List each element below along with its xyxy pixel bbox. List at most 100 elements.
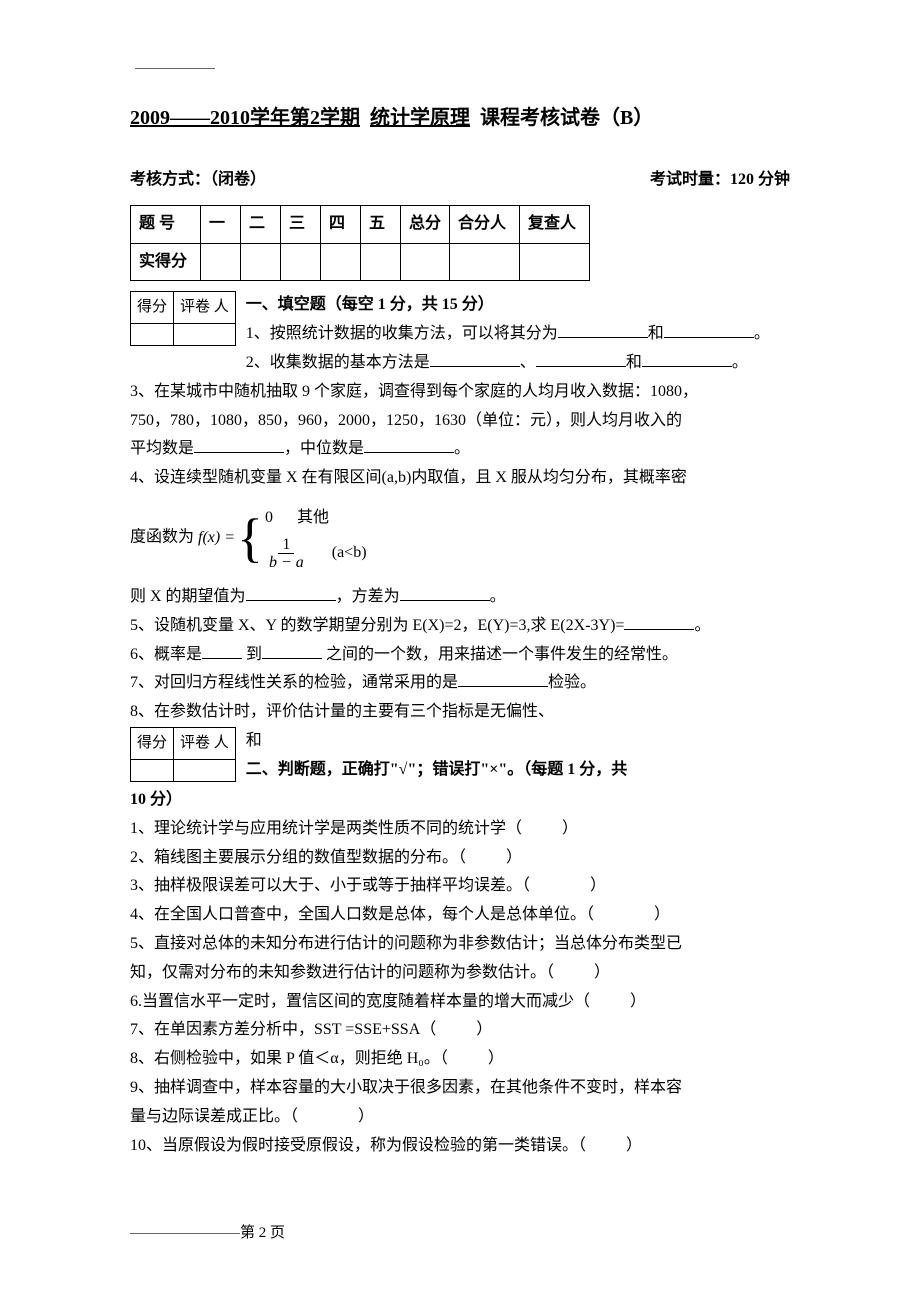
blank xyxy=(536,351,626,367)
th-2: 二 xyxy=(241,205,281,243)
q7-b: 检验。 xyxy=(548,674,596,691)
q4-l3b: ，方差为 xyxy=(336,588,400,605)
fraction: 1 b − a xyxy=(265,536,308,572)
j9b: 量与边际误差成正比。（ xyxy=(130,1108,298,1125)
q3-l3b: ，中位数是 xyxy=(284,440,364,457)
blank xyxy=(624,614,694,630)
q6-b: 到 xyxy=(242,646,262,663)
j5b: 知，仅需对分布的未知参数进行估计的问题称为参数估计。（ xyxy=(130,964,554,981)
cp: ） xyxy=(590,877,606,894)
cases: 0 其他 1 b − a (a<b) xyxy=(265,503,367,573)
fx-label: f(x) = xyxy=(198,524,235,553)
cp: ） xyxy=(654,906,670,923)
frac-num: 1 xyxy=(278,536,294,555)
q3-l1: 3、在某城市中随机抽取 9 个家庭，调查得到每个家庭的人均月收入数据：1080， xyxy=(130,378,790,407)
decorative-rule-top xyxy=(135,68,215,69)
q3-l2: 750，780，1080，850，960，2000，1250，1630（单位：元… xyxy=(130,407,790,436)
blank xyxy=(194,437,284,453)
section2-head2: 10 分） xyxy=(130,791,182,808)
q5-pre: 5、设随机变量 X、Y 的数学期望分别为 E(X)=2，E(Y)=3,求 E(2… xyxy=(130,617,624,634)
q4-fx-pre: 度函数为 xyxy=(130,529,194,546)
case2-cond: (a<b) xyxy=(332,539,367,568)
title-sem: 2 xyxy=(310,107,320,129)
section1-head: 一、填空题（每空 1 分，共 15 分） xyxy=(246,296,494,313)
q8-l2: 和 xyxy=(246,732,262,749)
q5-end: 。 xyxy=(694,617,710,634)
blank xyxy=(558,322,648,338)
cell xyxy=(241,243,281,281)
cell xyxy=(174,759,236,781)
exam-info-row: 考核方式：（闭卷） 考试时量：120 分钟 xyxy=(130,166,790,195)
th-reviewer: 复查人 xyxy=(520,205,590,243)
q4-l3a: 则 X 的期望值为 xyxy=(130,588,246,605)
j3: 3、抽样极限误差可以大于、小于或等于抽样平均误差。（ xyxy=(130,877,530,894)
cell xyxy=(450,243,520,281)
frac-den: b − a xyxy=(265,554,308,572)
table-row: 题 号 一 二 三 四 五 总分 合分人 复查人 xyxy=(131,205,590,243)
q2-s1: 、 xyxy=(520,354,536,371)
th-4: 四 xyxy=(321,205,361,243)
j6: 6.当置信水平一定时，置信区间的宽度随着样本量的增大而减少（ xyxy=(130,993,590,1010)
row2-label: 实得分 xyxy=(131,243,201,281)
th-num: 题 号 xyxy=(131,205,201,243)
q1-end: 。 xyxy=(754,325,770,342)
j1: 1、理论统计学与应用统计学是两类性质不同的统计学（ xyxy=(130,820,522,837)
title-t2: 学期 xyxy=(320,107,360,129)
case1-val: 0 xyxy=(265,504,273,533)
cell xyxy=(321,243,361,281)
cp: ） xyxy=(626,1137,642,1154)
case1-cond: 其他 xyxy=(297,504,329,533)
cell xyxy=(131,324,174,346)
grader-c2: 评卷 人 xyxy=(174,292,236,324)
grader-box-2: 得分评卷 人 xyxy=(130,727,236,782)
cell xyxy=(401,243,450,281)
title-t1: 学年第 xyxy=(250,107,310,129)
j9a: 9、抽样调查中，样本容量的大小取决于很多因素，在其他条件不变时，样本容 xyxy=(130,1074,790,1103)
cp: ） xyxy=(594,964,610,981)
blank xyxy=(642,351,732,367)
j8: 8、右侧检验中，如果 P 值＜α，则拒绝 H₀。（ xyxy=(130,1050,448,1067)
q4-formula: f(x) = { 0 其他 1 b − a (a<b) xyxy=(198,503,367,573)
q8-l1: 8、在参数估计时，评价估计量的主要有三个指标是无偏性、 xyxy=(130,703,554,720)
th-grader: 合分人 xyxy=(450,205,520,243)
q3-l3a: 平均数是 xyxy=(130,440,194,457)
th-1: 一 xyxy=(201,205,241,243)
blank xyxy=(664,322,754,338)
cp: ） xyxy=(476,1021,492,1038)
th-5: 五 xyxy=(361,205,401,243)
q1-mid: 和 xyxy=(648,325,664,342)
cp: ） xyxy=(630,993,646,1010)
th-3: 三 xyxy=(281,205,321,243)
blank xyxy=(458,671,548,687)
q6-a: 6、概率是 xyxy=(130,646,202,663)
blank xyxy=(400,585,490,601)
q4-l3c: 。 xyxy=(490,588,506,605)
footer-text: 第 2 页 xyxy=(240,1225,285,1241)
q4-l1: 4、设连续型随机变量 X 在有限区间(a,b)内取值，且 X 服从均匀分布，其概… xyxy=(130,464,790,493)
cp: ） xyxy=(358,1108,374,1125)
cell xyxy=(201,243,241,281)
brace-icon: { xyxy=(237,511,263,565)
exam-duration: 考试时量：120 分钟 xyxy=(650,166,790,195)
q2-s2: 和 xyxy=(626,354,642,371)
exam-title: 2009——2010学年第2学期 统计学原理 课程考核试卷（B） xyxy=(130,100,790,136)
title-t3: 课程考核试卷（B） xyxy=(480,107,653,129)
score-table: 题 号 一 二 三 四 五 总分 合分人 复查人 实得分 xyxy=(130,205,590,282)
q6-c: 之间的一个数，用来描述一个事件发生的经常性。 xyxy=(322,646,678,663)
q7-a: 7、对回归方程线性关系的检验，通常采用的是 xyxy=(130,674,458,691)
table-row: 实得分 xyxy=(131,243,590,281)
cp: ） xyxy=(506,849,522,866)
q2-pre: 2、收集数据的基本方法是 xyxy=(246,354,430,371)
blank xyxy=(430,351,520,367)
grader-c1: 得分 xyxy=(131,292,174,324)
title-course: 统计学原理 xyxy=(370,107,470,129)
j10: 10、当原假设为假时接受原假设，称为假设检验的第一类错误。（ xyxy=(130,1137,586,1154)
blank xyxy=(246,585,336,601)
q2-end: 。 xyxy=(732,354,748,371)
j2: 2、箱线图主要展示分组的数值型数据的分布。（ xyxy=(130,849,466,866)
blank xyxy=(202,643,242,659)
j4: 4、在全国人口普查中，全国人口数是总体，每个人是总体单位。（ xyxy=(130,906,594,923)
q1-pre: 1、按照统计数据的收集方法，可以将其分为 xyxy=(246,325,558,342)
blank xyxy=(364,437,454,453)
grader-c2: 评卷 人 xyxy=(174,727,236,759)
